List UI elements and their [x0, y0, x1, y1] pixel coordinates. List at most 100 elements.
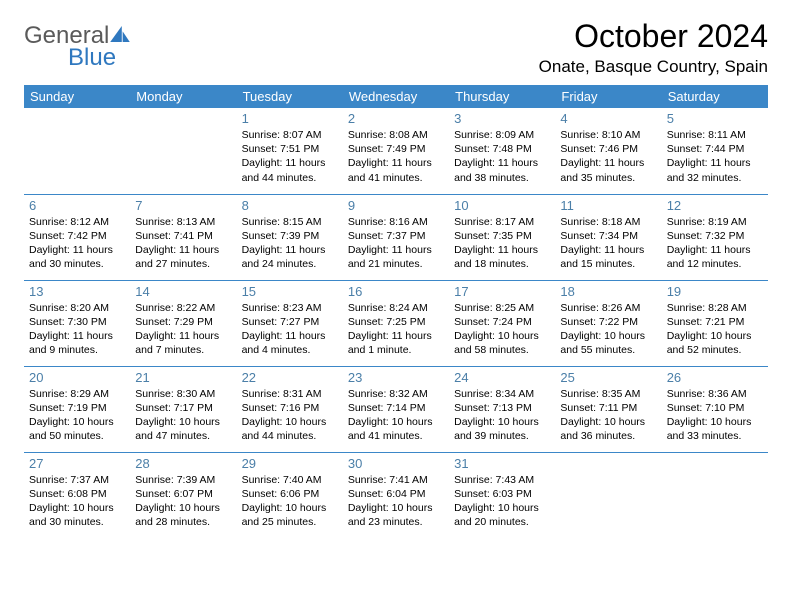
daylight-text: Daylight: 11 hours and 32 minutes. [667, 156, 763, 184]
day-info: Sunrise: 8:22 AMSunset: 7:29 PMDaylight:… [135, 301, 231, 358]
sunrise-text: Sunrise: 8:18 AM [560, 215, 656, 229]
daylight-text: Daylight: 10 hours and 47 minutes. [135, 415, 231, 443]
sunset-text: Sunset: 7:46 PM [560, 142, 656, 156]
day-number: 19 [667, 284, 763, 299]
daylight-text: Daylight: 11 hours and 38 minutes. [454, 156, 550, 184]
weekday-header: Wednesday [343, 85, 449, 108]
sunrise-text: Sunrise: 7:43 AM [454, 473, 550, 487]
sunrise-text: Sunrise: 8:28 AM [667, 301, 763, 315]
sunrise-text: Sunrise: 8:10 AM [560, 128, 656, 142]
calendar-day-cell: 2 Sunrise: 8:08 AMSunset: 7:49 PMDaylight… [343, 108, 449, 194]
sunrise-text: Sunrise: 8:15 AM [242, 215, 338, 229]
calendar-week-row: 27Sunrise: 7:37 AMSunset: 6:08 PMDayligh… [24, 452, 768, 538]
day-info: Sunrise: 7:40 AMSunset: 6:06 PMDaylight:… [242, 473, 338, 530]
day-info: Sunrise: 8:08 AMSunset: 7:49 PMDaylight:… [348, 128, 444, 185]
weekday-header: Sunday [24, 85, 130, 108]
day-number: 24 [454, 370, 550, 385]
daylight-text: Daylight: 10 hours and 33 minutes. [667, 415, 763, 443]
sunrise-text: Sunrise: 8:35 AM [560, 387, 656, 401]
day-number: 15 [242, 284, 338, 299]
day-info: Sunrise: 7:41 AMSunset: 6:04 PMDaylight:… [348, 473, 444, 530]
calendar-day-cell: 3Sunrise: 8:09 AMSunset: 7:48 PMDaylight… [449, 108, 555, 194]
day-info: Sunrise: 8:07 AMSunset: 7:51 PMDaylight:… [242, 128, 338, 185]
sunset-text: Sunset: 7:11 PM [560, 401, 656, 415]
day-number: 28 [135, 456, 231, 471]
daylight-text: Daylight: 10 hours and 25 minutes. [242, 501, 338, 529]
calendar-day-cell: 20Sunrise: 8:29 AMSunset: 7:19 PMDayligh… [24, 366, 130, 452]
sunrise-text: Sunrise: 8:29 AM [29, 387, 125, 401]
day-info: Sunrise: 8:09 AMSunset: 7:48 PMDaylight:… [454, 128, 550, 185]
sunrise-text: Sunrise: 8:07 AM [242, 128, 338, 142]
weekday-header: Saturday [662, 85, 768, 108]
sunset-text: Sunset: 7:35 PM [454, 229, 550, 243]
calendar-day-cell: 21Sunrise: 8:30 AMSunset: 7:17 PMDayligh… [130, 366, 236, 452]
sunrise-text: Sunrise: 8:25 AM [454, 301, 550, 315]
day-info: Sunrise: 8:17 AMSunset: 7:35 PMDaylight:… [454, 215, 550, 272]
sunrise-text: Sunrise: 7:37 AM [29, 473, 125, 487]
daylight-text: Daylight: 10 hours and 58 minutes. [454, 329, 550, 357]
calendar-day-cell: 9Sunrise: 8:16 AMSunset: 7:37 PMDaylight… [343, 194, 449, 280]
day-info: Sunrise: 8:29 AMSunset: 7:19 PMDaylight:… [29, 387, 125, 444]
sunset-text: Sunset: 6:06 PM [242, 487, 338, 501]
calendar-day-cell: 24Sunrise: 8:34 AMSunset: 7:13 PMDayligh… [449, 366, 555, 452]
daylight-text: Daylight: 10 hours and 30 minutes. [29, 501, 125, 529]
day-info: Sunrise: 8:23 AMSunset: 7:27 PMDaylight:… [242, 301, 338, 358]
sunrise-text: Sunrise: 7:41 AM [348, 473, 444, 487]
calendar-day-cell: 19 Sunrise: 8:28 AMSunset: 7:21 PMDayligh… [662, 280, 768, 366]
sunset-text: Sunset: 7:30 PM [29, 315, 125, 329]
daylight-text: Daylight: 10 hours and 20 minutes. [454, 501, 550, 529]
sunset-text: Sunset: 7:10 PM [667, 401, 763, 415]
day-info: Sunrise: 8:32 AMSunset: 7:14 PMDaylight:… [348, 387, 444, 444]
location: Onate, Basque Country, Spain [539, 57, 768, 77]
sunset-text: Sunset: 7:42 PM [29, 229, 125, 243]
sunset-text: Sunset: 7:49 PM [348, 142, 444, 156]
daylight-text: Daylight: 11 hours and 12 minutes. [667, 243, 763, 271]
sunrise-text: Sunrise: 8:12 AM [29, 215, 125, 229]
calendar-week-row: 13Sunrise: 8:20 AMSunset: 7:30 PMDayligh… [24, 280, 768, 366]
daylight-text: Daylight: 11 hours and 24 minutes. [242, 243, 338, 271]
day-info: Sunrise: 8:15 AMSunset: 7:39 PMDaylight:… [242, 215, 338, 272]
daylight-text: Daylight: 10 hours and 44 minutes. [242, 415, 338, 443]
day-info: Sunrise: 8:28 AMSunset: 7:21 PMDaylight:… [667, 301, 763, 358]
weekday-header: Thursday [449, 85, 555, 108]
sunset-text: Sunset: 7:34 PM [560, 229, 656, 243]
day-number: 25 [560, 370, 656, 385]
day-info: Sunrise: 7:37 AMSunset: 6:08 PMDaylight:… [29, 473, 125, 530]
day-info: Sunrise: 8:10 AMSunset: 7:46 PMDaylight:… [560, 128, 656, 185]
sunset-text: Sunset: 7:17 PM [135, 401, 231, 415]
calendar-day-cell: 5Sunrise: 8:11 AMSunset: 7:44 PMDaylight… [662, 108, 768, 194]
calendar-empty-cell [555, 452, 661, 538]
sunrise-text: Sunrise: 8:30 AM [135, 387, 231, 401]
sunset-text: Sunset: 7:22 PM [560, 315, 656, 329]
day-info: Sunrise: 8:24 AMSunset: 7:25 PMDaylight:… [348, 301, 444, 358]
day-info: Sunrise: 8:31 AMSunset: 7:16 PMDaylight:… [242, 387, 338, 444]
daylight-text: Daylight: 10 hours and 41 minutes. [348, 415, 444, 443]
calendar-day-cell: 17Sunrise: 8:25 AMSunset: 7:24 PMDayligh… [449, 280, 555, 366]
brand-text-blue: Blue [68, 44, 130, 72]
calendar-empty-cell [24, 108, 130, 194]
sunrise-text: Sunrise: 8:26 AM [560, 301, 656, 315]
header: GeneralBlue October 2024 Onate, Basque C… [24, 18, 768, 77]
sunset-text: Sunset: 7:14 PM [348, 401, 444, 415]
sunrise-text: Sunrise: 8:20 AM [29, 301, 125, 315]
brand-logo: GeneralBlue [24, 18, 130, 72]
calendar-day-cell: 13Sunrise: 8:20 AMSunset: 7:30 PMDayligh… [24, 280, 130, 366]
day-number: 11 [560, 198, 656, 213]
sunrise-text: Sunrise: 8:19 AM [667, 215, 763, 229]
daylight-text: Daylight: 10 hours and 23 minutes. [348, 501, 444, 529]
day-number: 14 [135, 284, 231, 299]
day-number: 2 [348, 111, 444, 126]
weekday-header: Monday [130, 85, 236, 108]
day-info: Sunrise: 8:35 AMSunset: 7:11 PMDaylight:… [560, 387, 656, 444]
calendar-day-cell: 7Sunrise: 8:13 AMSunset: 7:41 PMDaylight… [130, 194, 236, 280]
sunset-text: Sunset: 7:44 PM [667, 142, 763, 156]
sunrise-text: Sunrise: 8:23 AM [242, 301, 338, 315]
day-info: Sunrise: 8:26 AMSunset: 7:22 PMDaylight:… [560, 301, 656, 358]
day-number: 10 [454, 198, 550, 213]
day-number: 31 [454, 456, 550, 471]
calendar-week-row: 20Sunrise: 8:29 AMSunset: 7:19 PMDayligh… [24, 366, 768, 452]
calendar-day-cell: 23 Sunrise: 8:32 AMSunset: 7:14 PMDayligh… [343, 366, 449, 452]
daylight-text: Daylight: 10 hours and 28 minutes. [135, 501, 231, 529]
sunset-text: Sunset: 7:25 PM [348, 315, 444, 329]
day-number: 23 [348, 370, 444, 385]
